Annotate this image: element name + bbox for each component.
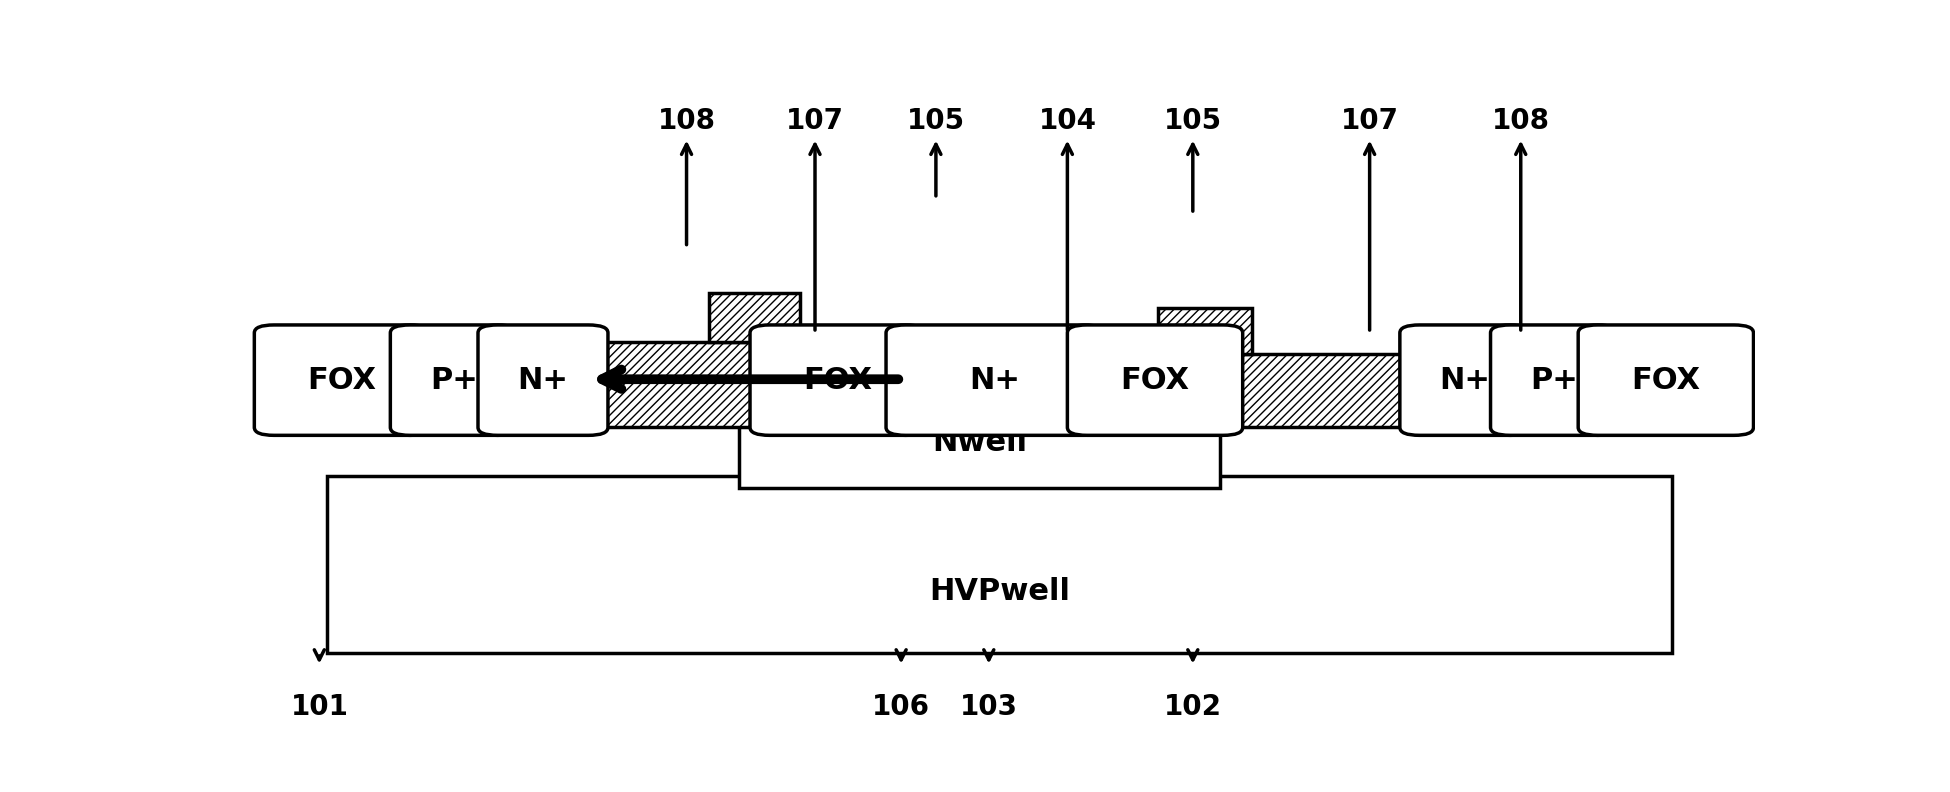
Text: 108: 108: [1492, 107, 1550, 135]
FancyBboxPatch shape: [778, 366, 1201, 434]
Text: 102: 102: [1164, 693, 1223, 721]
Text: FOX: FOX: [1632, 366, 1700, 394]
Text: 103: 103: [959, 693, 1018, 721]
Text: NG: NG: [971, 385, 1010, 409]
FancyBboxPatch shape: [885, 325, 1104, 436]
FancyBboxPatch shape: [478, 325, 608, 436]
Text: P+: P+: [1531, 366, 1578, 394]
FancyBboxPatch shape: [254, 325, 429, 436]
Text: Nwell: Nwell: [932, 428, 1028, 456]
Text: FOX: FOX: [803, 366, 872, 394]
Text: 106: 106: [872, 693, 930, 721]
Text: P+: P+: [429, 366, 478, 394]
FancyBboxPatch shape: [751, 325, 926, 436]
Text: FOX: FOX: [1121, 366, 1190, 394]
Bar: [328, 476, 1671, 653]
Text: 107: 107: [1342, 107, 1398, 135]
FancyBboxPatch shape: [1067, 325, 1242, 436]
Text: N+: N+: [517, 366, 569, 394]
FancyBboxPatch shape: [1490, 325, 1617, 436]
FancyBboxPatch shape: [1400, 325, 1531, 436]
Text: FOX: FOX: [308, 366, 376, 394]
Bar: [591, 342, 784, 428]
FancyBboxPatch shape: [390, 325, 517, 436]
Text: 108: 108: [657, 107, 716, 135]
Bar: [1150, 354, 1429, 428]
Text: N+: N+: [1439, 366, 1490, 394]
Bar: [739, 367, 1221, 489]
Text: 101: 101: [291, 693, 349, 721]
Text: 105: 105: [1164, 107, 1223, 135]
Bar: [1158, 308, 1252, 354]
Text: 104: 104: [1039, 107, 1096, 135]
Text: 107: 107: [786, 107, 844, 135]
FancyBboxPatch shape: [1578, 325, 1753, 436]
Text: 105: 105: [907, 107, 965, 135]
Text: N+: N+: [969, 366, 1020, 394]
Text: HVPwell: HVPwell: [928, 577, 1071, 606]
Bar: [710, 293, 799, 342]
